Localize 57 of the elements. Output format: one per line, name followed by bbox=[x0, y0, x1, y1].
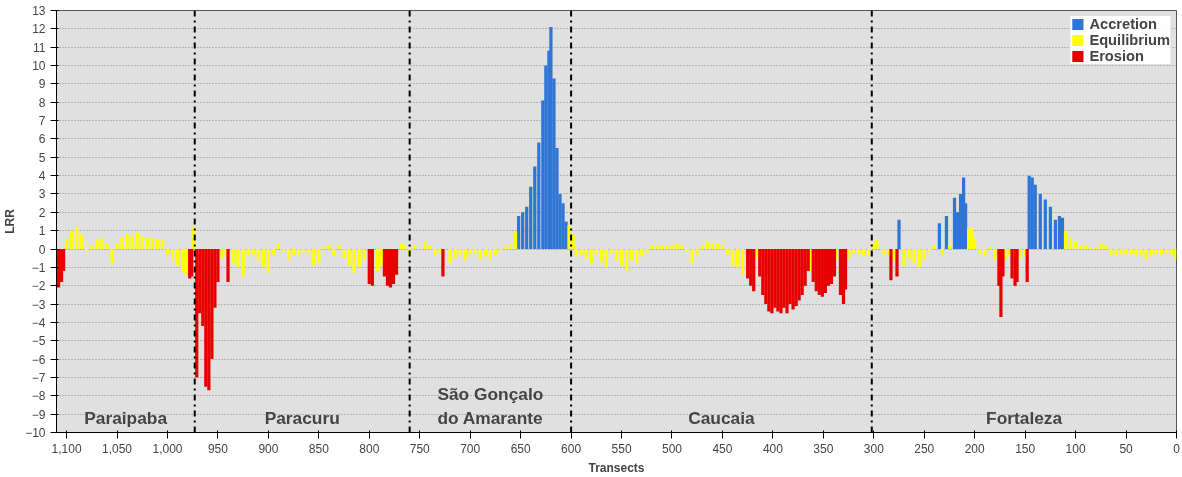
y-tick-label: 3 bbox=[38, 187, 46, 202]
y-tick-label: −4 bbox=[31, 315, 46, 330]
annotation: Paracuru bbox=[264, 407, 340, 428]
x-tick-label: 650 bbox=[510, 441, 531, 456]
y-tick-label: 5 bbox=[38, 150, 46, 165]
x-tick-label: 350 bbox=[813, 441, 834, 456]
x-tick-label: 900 bbox=[258, 441, 279, 456]
x-tick-label: 200 bbox=[964, 441, 986, 456]
y-tick-label: 2 bbox=[38, 205, 46, 220]
y-tick-label: −5 bbox=[31, 334, 46, 349]
x-tick-label: 750 bbox=[409, 441, 431, 456]
x-axis-title: Transects bbox=[588, 460, 645, 475]
y-tick-label: −6 bbox=[31, 352, 46, 367]
x-tick-label: 700 bbox=[460, 441, 481, 456]
y-tick-label: −3 bbox=[31, 297, 46, 312]
x-tick-label: 400 bbox=[762, 441, 784, 456]
x-tick-label: 300 bbox=[863, 441, 885, 456]
x-tick-label: 50 bbox=[1119, 441, 1134, 456]
legend-label: Erosion bbox=[1089, 48, 1144, 64]
x-tick-label: 950 bbox=[207, 441, 229, 456]
y-axis-title: LRR bbox=[3, 208, 18, 234]
x-tick-label: 150 bbox=[1015, 441, 1036, 456]
y-tick-label: 0 bbox=[38, 242, 46, 257]
legend-label: Equilibrium bbox=[1089, 32, 1170, 48]
y-tick-label: 12 bbox=[32, 22, 46, 37]
x-tick-label: 450 bbox=[712, 441, 733, 456]
y-tick-label: −1 bbox=[31, 260, 46, 275]
annotation: Caucaia bbox=[688, 407, 756, 428]
y-tick-label: −2 bbox=[31, 279, 46, 294]
y-tick-label: 8 bbox=[38, 95, 46, 110]
y-tick-label: −9 bbox=[31, 407, 46, 422]
x-tick-label: 1,000 bbox=[152, 441, 183, 456]
x-tick-label: 500 bbox=[661, 441, 683, 456]
x-tick-label: 800 bbox=[359, 441, 380, 456]
y-tick-label: 1 bbox=[38, 224, 46, 239]
legend-label: Accretion bbox=[1089, 16, 1157, 32]
y-tick-label: −10 bbox=[25, 426, 46, 440]
y-tick-label: 4 bbox=[38, 169, 46, 184]
annotation: Fortaleza bbox=[986, 407, 1063, 428]
x-tick-label: 550 bbox=[611, 441, 632, 456]
x-tick-label: 850 bbox=[308, 441, 330, 456]
y-tick-label: 13 bbox=[32, 4, 46, 18]
x-tick-label: 100 bbox=[1065, 441, 1086, 456]
x-tick-label: 600 bbox=[561, 441, 582, 456]
y-tick-label: 9 bbox=[38, 77, 46, 92]
y-tick-label: −7 bbox=[31, 370, 46, 385]
annotation: São Gonçalo do Amarante bbox=[437, 383, 544, 428]
y-tick-label: 11 bbox=[33, 40, 46, 55]
annotation: Paraipaba bbox=[84, 407, 168, 428]
y-tick-label: 10 bbox=[32, 59, 46, 74]
x-tick-label: 1,100 bbox=[51, 441, 82, 456]
x-tick-label: 1,050 bbox=[102, 441, 133, 456]
x-tick-label: 0 bbox=[1173, 441, 1181, 456]
y-tick-label: 7 bbox=[38, 114, 46, 129]
x-tick-label: 250 bbox=[914, 441, 935, 456]
y-tick-label: 6 bbox=[38, 132, 46, 147]
y-tick-label: −8 bbox=[31, 389, 46, 404]
